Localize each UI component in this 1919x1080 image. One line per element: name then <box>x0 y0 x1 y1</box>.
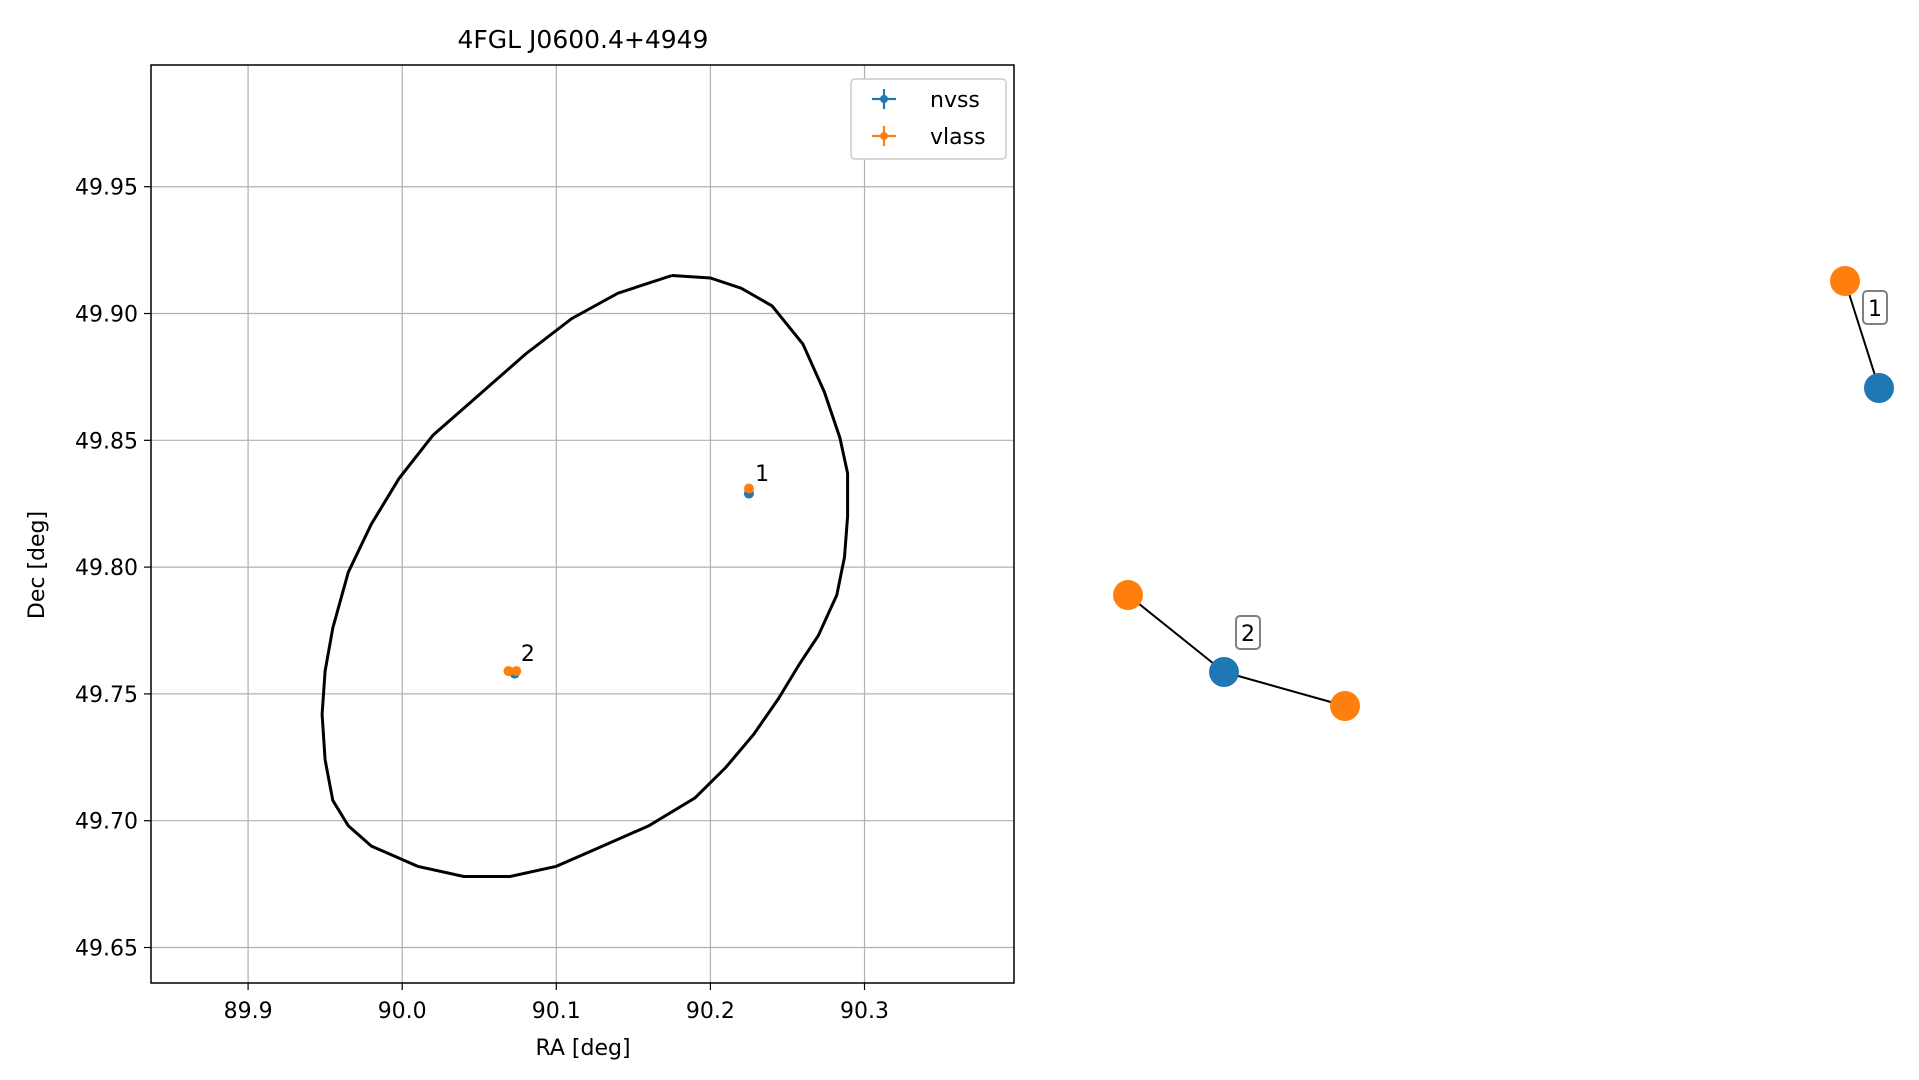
scatter-plot-panel: 89.9 90.0 90.1 90.2 90.3 49.65 49.70 49.75 49.8… <box>25 25 1015 1061</box>
legend-label-nvss: nvss <box>930 88 980 113</box>
grid-lines <box>151 65 1014 983</box>
x-tick-label: 90.0 <box>378 999 427 1024</box>
network-edges <box>1127 280 1880 707</box>
y-tick-label: 49.85 <box>75 429 138 454</box>
y-axis-ticks: 49.65 49.70 49.75 49.80 49.85 49.90 49.95 <box>75 176 151 961</box>
network-label-1: 1 <box>1862 290 1888 325</box>
x-axis-label: RA [deg] <box>535 1036 630 1061</box>
network-label-2-text: 2 <box>1241 622 1255 647</box>
error-ellipse-layer <box>320 274 850 878</box>
y-axis-label: Dec [deg] <box>25 511 50 619</box>
network-label-2-box <box>1235 615 1261 650</box>
y-tick-label: 49.80 <box>75 556 138 581</box>
y-tick-label: 49.65 <box>75 936 138 961</box>
data-point-vlass <box>743 483 754 494</box>
y-tick-label: 49.75 <box>75 683 138 708</box>
legend-marker-vlass-dot <box>880 132 888 140</box>
network-node-vlass <box>1830 266 1860 296</box>
y-tick-label: 49.95 <box>75 176 138 201</box>
data-point-vlass <box>503 666 514 677</box>
y-tick-label: 49.70 <box>75 810 138 835</box>
legend-entry-vlass: vlass <box>872 125 986 150</box>
network-node-vlass <box>1330 691 1360 721</box>
network-graph-panel: 1 2 <box>1113 266 1894 721</box>
network-edge <box>1223 671 1346 707</box>
legend: nvss vlass <box>850 78 1007 160</box>
network-node-nvss <box>1209 657 1239 687</box>
network-label-2: 2 <box>1235 615 1261 650</box>
plot-frame <box>150 64 1015 984</box>
network-edge <box>1844 280 1880 389</box>
network-node-vlass <box>1113 580 1143 610</box>
x-tick-label: 90.2 <box>686 999 735 1024</box>
x-tick-label: 90.3 <box>840 999 889 1024</box>
network-label-1-text: 1 <box>1868 297 1882 322</box>
legend-label-vlass: vlass <box>930 125 986 150</box>
point-annotation-1: 1 <box>755 462 769 487</box>
x-tick-label: 90.1 <box>532 999 581 1024</box>
network-node-nvss <box>1864 373 1894 403</box>
data-point-vlass <box>511 666 522 677</box>
point-annotations: 12 <box>521 462 769 667</box>
x-tick-label: 89.9 <box>224 999 273 1024</box>
legend-marker-nvss-dot <box>880 95 888 103</box>
network-label-1-box <box>1862 290 1888 325</box>
network-nodes <box>1113 266 1894 721</box>
error-ellipse <box>320 274 850 878</box>
legend-entry-nvss: nvss <box>872 88 980 113</box>
network-edge <box>1127 594 1225 673</box>
x-axis-ticks: 89.9 90.0 90.1 90.2 90.3 <box>224 983 889 1024</box>
chart-title: 4FGL J0600.4+4949 <box>458 25 709 54</box>
point-annotation-2: 2 <box>521 642 535 667</box>
data-points-layer <box>503 483 754 679</box>
y-tick-label: 49.90 <box>75 303 138 328</box>
